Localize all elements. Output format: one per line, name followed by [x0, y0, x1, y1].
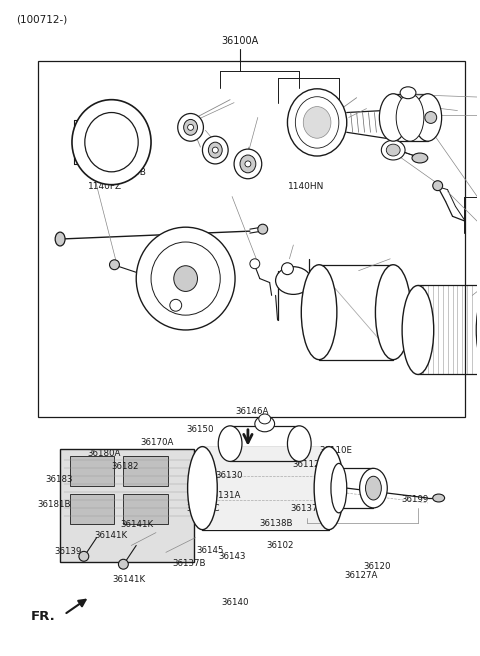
Text: 1140FZ: 1140FZ: [88, 182, 122, 191]
Text: 36170A: 36170A: [140, 438, 174, 447]
Text: 36135C: 36135C: [187, 504, 220, 513]
Ellipse shape: [174, 266, 197, 291]
Ellipse shape: [212, 147, 218, 153]
Text: 36127A: 36127A: [344, 571, 378, 580]
Ellipse shape: [245, 161, 251, 167]
Text: 36137B: 36137B: [173, 559, 206, 568]
Ellipse shape: [288, 426, 311, 461]
Ellipse shape: [331, 463, 347, 513]
Ellipse shape: [412, 153, 428, 163]
Ellipse shape: [188, 125, 193, 131]
Text: 36100A: 36100A: [221, 36, 259, 47]
Ellipse shape: [109, 260, 120, 270]
Ellipse shape: [85, 113, 138, 172]
Ellipse shape: [276, 267, 311, 295]
Ellipse shape: [379, 94, 407, 141]
Ellipse shape: [402, 285, 434, 375]
Ellipse shape: [258, 224, 268, 234]
Text: 36140: 36140: [221, 598, 249, 607]
Ellipse shape: [250, 259, 260, 269]
Ellipse shape: [72, 100, 151, 185]
Ellipse shape: [281, 263, 293, 275]
Ellipse shape: [234, 149, 262, 178]
Bar: [123, 457, 168, 486]
Text: 36143: 36143: [218, 552, 246, 561]
Ellipse shape: [203, 136, 228, 164]
Ellipse shape: [425, 112, 437, 123]
Text: 36146A: 36146A: [235, 407, 269, 416]
Ellipse shape: [360, 468, 387, 508]
Text: 36130: 36130: [216, 472, 243, 480]
Text: 36112H: 36112H: [292, 460, 326, 468]
Text: 36199: 36199: [401, 495, 429, 504]
Text: 36110B: 36110B: [111, 168, 146, 177]
Ellipse shape: [170, 299, 182, 311]
Text: 36137A: 36137A: [290, 504, 324, 514]
Text: 36145: 36145: [196, 546, 224, 555]
Text: 36180A: 36180A: [87, 449, 120, 459]
Text: 36131A: 36131A: [208, 491, 241, 500]
Bar: [38, 61, 466, 417]
Ellipse shape: [184, 119, 197, 135]
Ellipse shape: [178, 113, 204, 141]
Bar: [123, 494, 168, 523]
Bar: [70, 494, 114, 523]
Text: 36141K: 36141K: [120, 520, 154, 529]
Text: 1140HN: 1140HN: [288, 182, 324, 191]
Text: 36139: 36139: [54, 547, 82, 556]
Ellipse shape: [301, 265, 337, 359]
Ellipse shape: [151, 242, 220, 315]
Ellipse shape: [433, 180, 443, 191]
Text: 36141K: 36141K: [112, 575, 145, 584]
Ellipse shape: [218, 426, 242, 461]
Text: 36141K: 36141K: [95, 531, 128, 540]
Text: FR.: FR.: [30, 610, 55, 623]
Ellipse shape: [259, 414, 271, 424]
Text: 36120: 36120: [363, 562, 391, 571]
Bar: [60, 449, 193, 562]
Ellipse shape: [79, 552, 89, 562]
Text: 36182: 36182: [111, 462, 138, 471]
Text: 36102: 36102: [266, 541, 294, 550]
Ellipse shape: [375, 265, 411, 359]
Ellipse shape: [396, 94, 424, 141]
Ellipse shape: [386, 144, 400, 156]
Text: 36138B: 36138B: [259, 520, 292, 528]
Ellipse shape: [414, 94, 442, 141]
Ellipse shape: [288, 89, 347, 156]
Ellipse shape: [119, 560, 128, 569]
Ellipse shape: [136, 227, 235, 330]
Ellipse shape: [240, 155, 256, 173]
Ellipse shape: [208, 142, 222, 158]
Text: 36110E: 36110E: [320, 446, 353, 455]
Ellipse shape: [366, 476, 381, 500]
Ellipse shape: [381, 140, 405, 160]
Ellipse shape: [55, 232, 65, 246]
Bar: [203, 447, 329, 529]
Ellipse shape: [255, 416, 275, 432]
Text: 36183: 36183: [46, 475, 73, 484]
Ellipse shape: [188, 447, 217, 529]
Ellipse shape: [314, 447, 344, 529]
Bar: [70, 457, 114, 486]
Ellipse shape: [476, 285, 480, 375]
Text: (100712-): (100712-): [17, 14, 68, 25]
Text: 36150: 36150: [187, 425, 215, 434]
Ellipse shape: [433, 494, 444, 502]
Ellipse shape: [303, 106, 331, 138]
Ellipse shape: [400, 87, 416, 98]
Text: 36181B: 36181B: [37, 500, 71, 509]
Ellipse shape: [295, 96, 339, 148]
